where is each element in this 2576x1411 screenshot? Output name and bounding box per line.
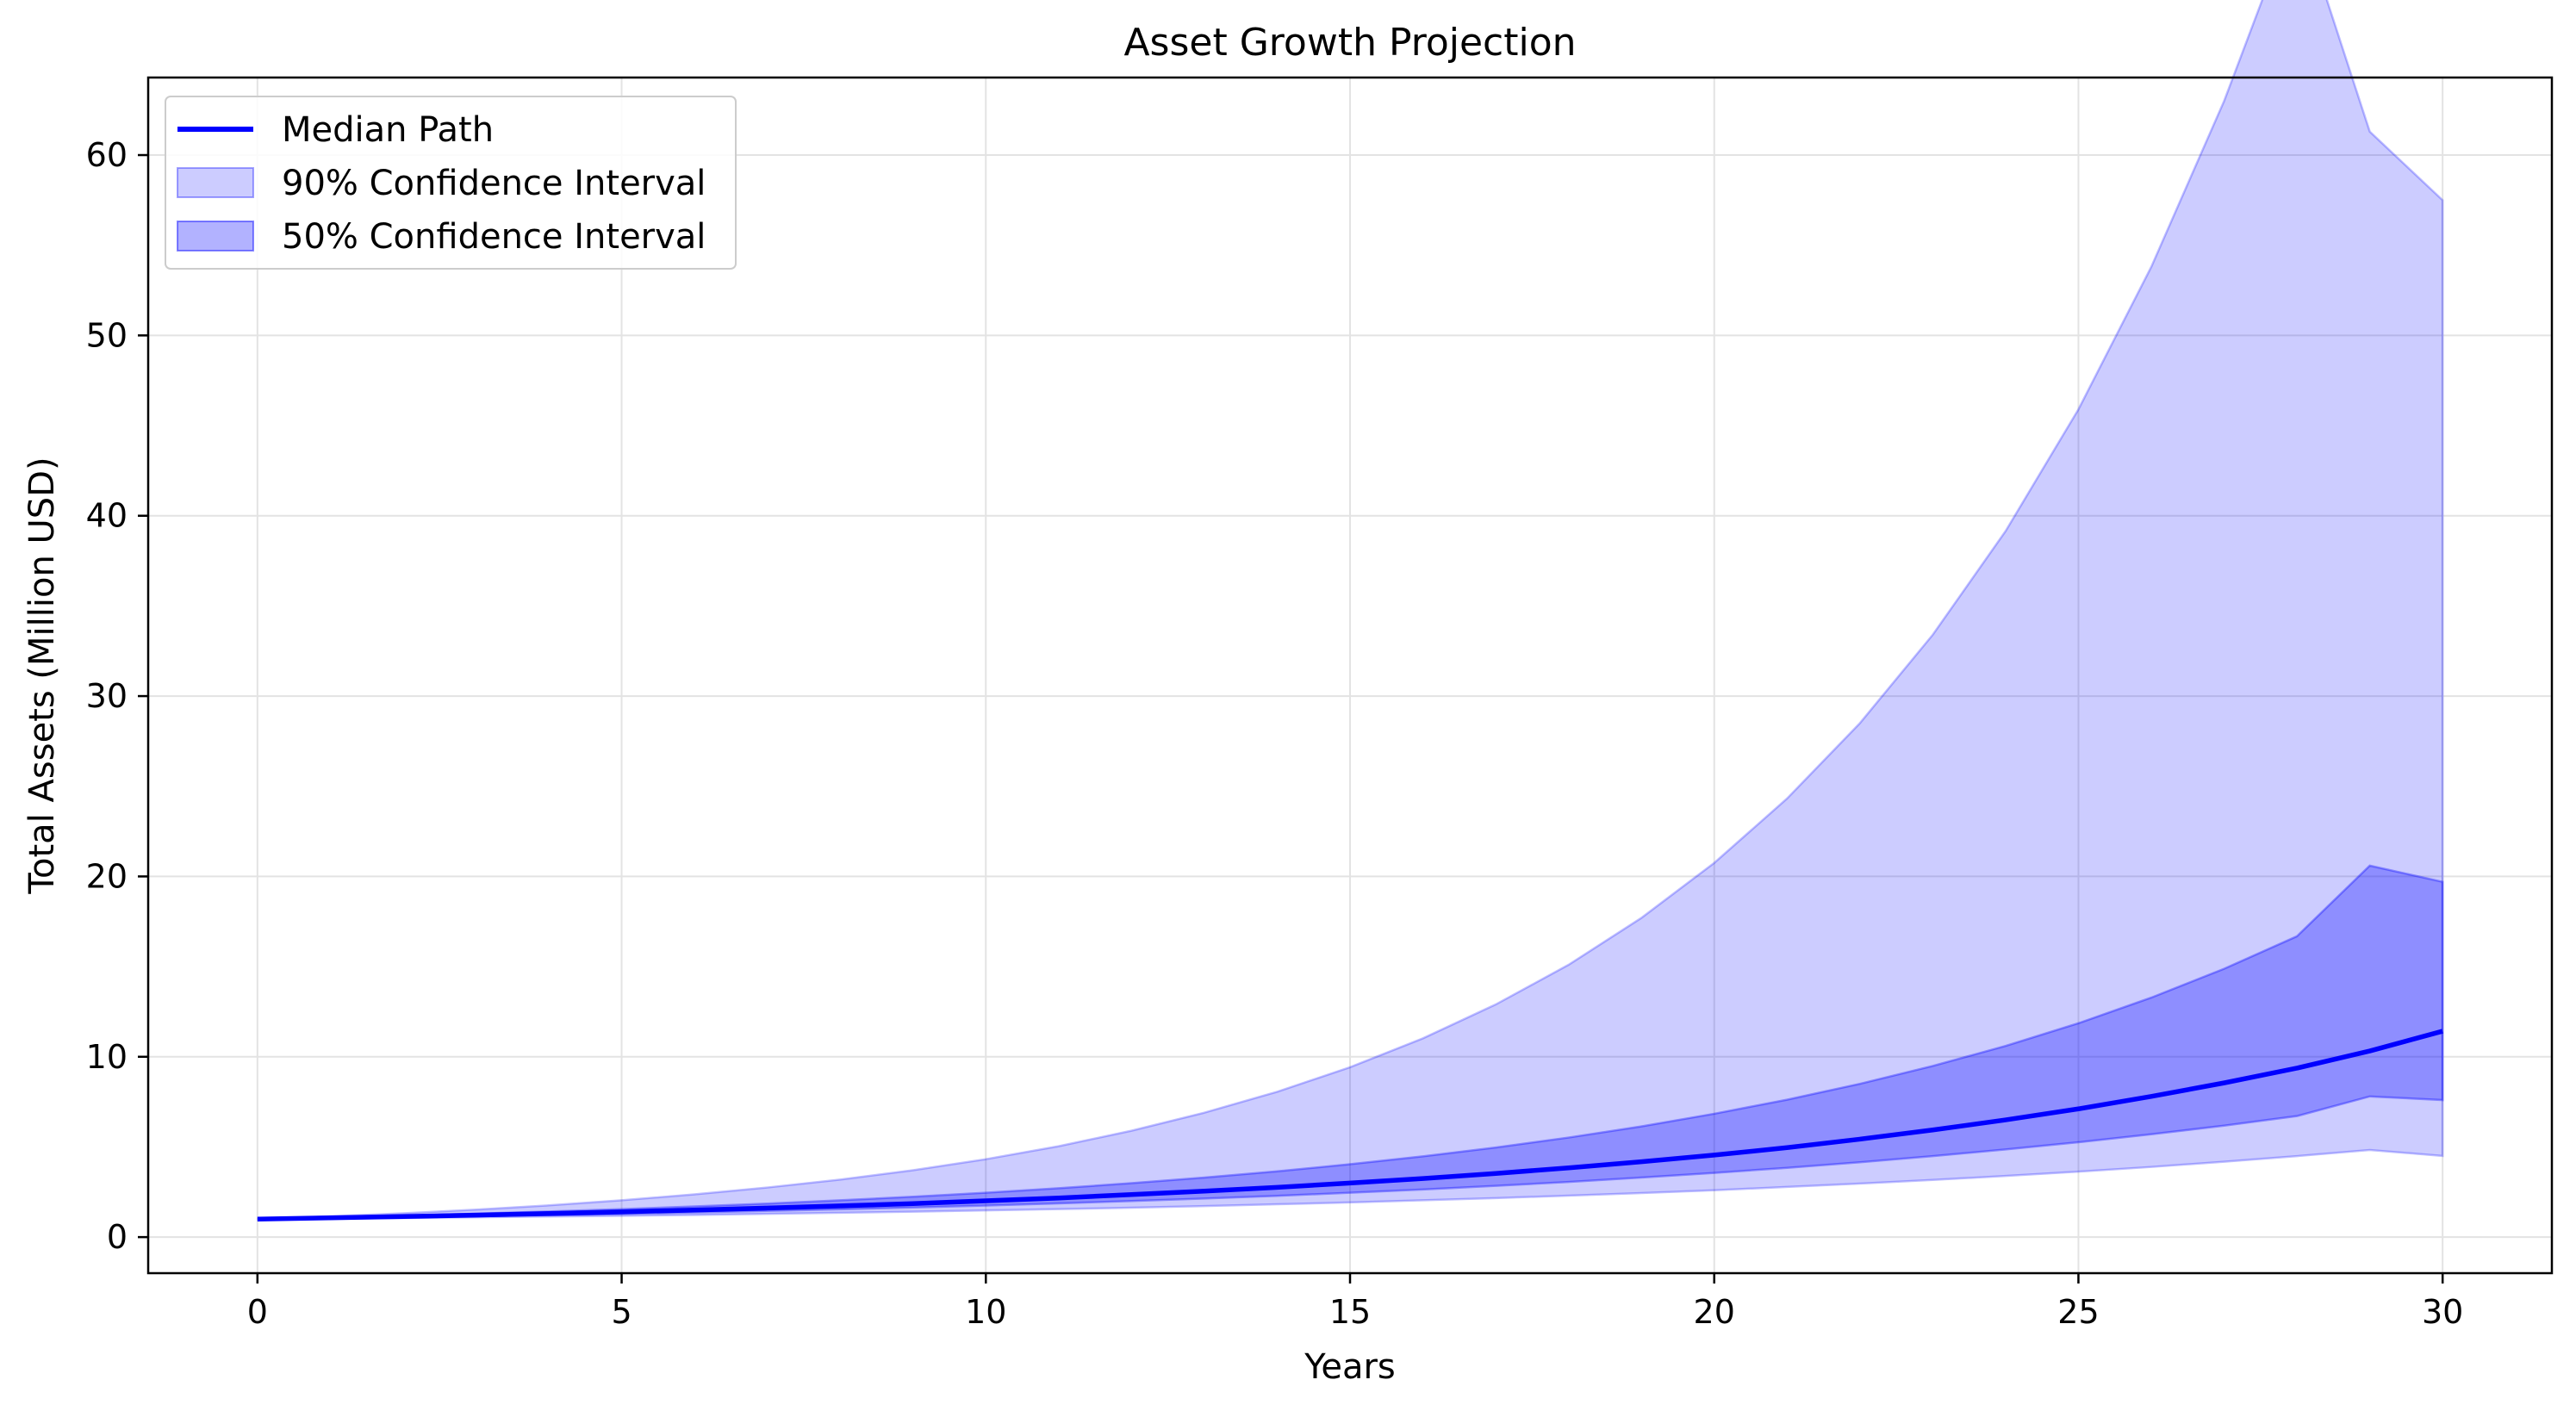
legend-label-90ci: 90% Confidence Interval [282,164,706,203]
grid [148,78,2552,1273]
median-path-line [257,1029,2443,1221]
y-tick-label: 0 [107,1218,128,1256]
legend-swatch-90ci [177,167,254,198]
y-tick-label: 20 [86,857,128,895]
confidence-band-50 [257,864,2444,1221]
y-axis-label: Total Assets (Million USD) [22,457,62,894]
x-axis-ticks: 0 5 10 15 20 25 30 [247,1273,2463,1331]
legend-box [165,96,737,270]
confidence-band-90 [257,0,2444,1221]
x-axis-label: Years [1304,1347,1396,1387]
legend: Median Path 90% Confidence Interval 50% … [165,96,737,270]
legend-label-median: Median Path [282,110,494,150]
legend-swatch-50ci [177,221,254,252]
x-tick-label: 10 [965,1293,1006,1331]
median-line-layer [257,1029,2443,1221]
x-tick-label: 20 [1694,1293,1735,1331]
x-tick-label: 5 [611,1293,632,1331]
chart-title: Asset Growth Projection [1123,21,1576,65]
band-50-area [257,864,2444,1221]
x-tick-label: 30 [2422,1293,2463,1331]
y-tick-label: 60 [86,136,128,174]
x-tick-label: 25 [2057,1293,2099,1331]
y-tick-label: 10 [86,1038,128,1076]
band-90-area [257,0,2444,1221]
x-tick-label: 15 [1329,1293,1371,1331]
x-tick-label: 0 [247,1293,268,1331]
y-tick-label: 40 [86,497,128,535]
y-tick-label: 30 [86,677,128,715]
y-axis-ticks: 0 10 20 30 40 50 60 [86,136,148,1256]
y-tick-label: 50 [86,316,128,354]
legend-label-50ci: 50% Confidence Interval [282,217,706,257]
